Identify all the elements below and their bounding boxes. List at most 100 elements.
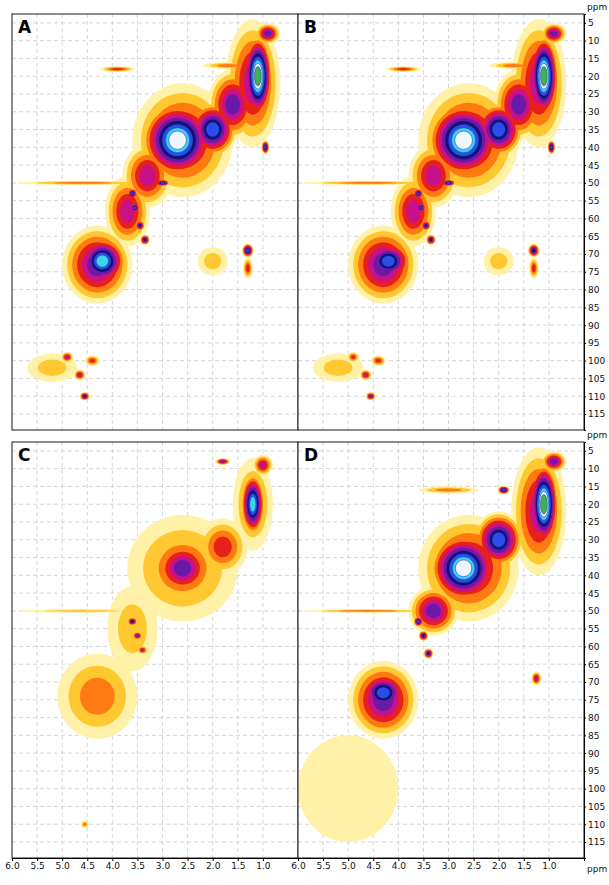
contours — [17, 19, 280, 400]
x-tick: 4.0 — [392, 858, 407, 871]
contour-level — [363, 372, 369, 377]
contour-level — [111, 68, 124, 70]
y-tick: 75 — [584, 267, 599, 277]
grid-line-y — [298, 682, 584, 683]
contour-level — [264, 144, 268, 151]
contour-level — [252, 60, 263, 93]
contour-level — [80, 392, 89, 399]
contour-level — [87, 246, 118, 277]
grid — [298, 14, 584, 430]
y-tick-mark — [584, 325, 586, 326]
plot-frame — [12, 442, 298, 858]
contour-level — [550, 458, 557, 464]
contour-level — [251, 57, 265, 96]
y-tick: 105 — [584, 802, 605, 812]
y-tick-mark — [584, 682, 586, 683]
y-tick-mark — [584, 378, 586, 379]
contour-level — [246, 264, 250, 272]
contour-level — [134, 206, 137, 209]
grid-line-y — [298, 289, 584, 290]
y-tick: 90 — [584, 320, 600, 330]
grid-line-y — [12, 682, 298, 683]
contour-level — [264, 30, 271, 36]
x-tick-label: 2.0 — [492, 861, 507, 871]
contour-level — [372, 683, 396, 703]
contour-level — [423, 222, 429, 229]
contour-level — [131, 192, 135, 196]
y-tick-label: 115 — [588, 837, 605, 847]
x-tick: 5.0 — [342, 858, 357, 871]
contour-level — [427, 236, 435, 244]
x-tick-label: 5.0 — [342, 861, 357, 871]
grid-line-y — [298, 414, 584, 415]
contour-level — [263, 143, 268, 151]
contour-level — [133, 205, 138, 210]
contour-level — [247, 47, 268, 106]
contour-level — [174, 560, 192, 577]
contour-level — [418, 630, 428, 641]
contour-level — [448, 124, 478, 156]
contour-level — [415, 190, 422, 197]
x-tick-label: 1.0 — [542, 861, 557, 871]
contour-level — [216, 459, 229, 465]
contour-level — [499, 487, 508, 494]
contour-level — [420, 206, 423, 209]
grid-line-x — [498, 442, 499, 858]
contour-level — [255, 456, 272, 474]
grid-line-y — [12, 735, 298, 736]
contours — [298, 447, 566, 842]
panel: 6.05.55.04.54.03.53.02.52.01.51.05101520… — [291, 430, 607, 874]
contour-level — [531, 248, 536, 254]
grid-line-x — [498, 14, 499, 430]
grid-line-y — [12, 271, 298, 272]
contour-level — [353, 666, 413, 733]
y-tick-mark — [584, 307, 586, 308]
contour-level — [529, 245, 538, 256]
contour-level — [160, 182, 165, 185]
contour-level — [419, 206, 423, 210]
contour-level — [82, 394, 87, 398]
y-tick-label: 45 — [588, 588, 599, 598]
panel: 5101520253035404550556065707580859095100… — [298, 2, 607, 431]
y-tick: 10 — [584, 464, 600, 474]
y-tick-label: 75 — [588, 695, 599, 705]
y-tick-mark — [584, 842, 586, 843]
y-tick-label: 20 — [588, 72, 600, 82]
y-tick-mark — [584, 218, 586, 219]
contour-level — [425, 650, 431, 657]
y-tick: 95 — [584, 338, 599, 348]
grid-line-y — [12, 717, 298, 718]
contour-level — [545, 454, 563, 469]
contour-level — [62, 353, 72, 362]
y-tick-label: 100 — [588, 784, 605, 794]
contour-level — [435, 488, 461, 491]
contour-level — [427, 235, 436, 244]
contour-level — [443, 548, 483, 589]
panel-letter: D — [304, 445, 318, 465]
y-tick-label: 60 — [588, 214, 600, 224]
contour-level — [529, 244, 540, 256]
y-tick-label: 100 — [588, 356, 605, 366]
x-tick: 5.0 — [56, 858, 71, 871]
y-tick-mark — [584, 664, 586, 665]
y-tick-mark — [584, 414, 586, 415]
contour-level — [86, 356, 98, 364]
y-tick: 40 — [584, 571, 600, 581]
y-tick-label: 50 — [588, 606, 600, 616]
contour-level — [530, 246, 538, 255]
contour-level — [321, 181, 414, 184]
contour-level — [144, 238, 147, 241]
contour-level — [521, 469, 557, 553]
x-tick-label: 1.0 — [256, 861, 271, 871]
y-tick-label: 15 — [588, 482, 599, 492]
contour-level — [136, 635, 139, 637]
y-tick-mark — [584, 522, 586, 523]
contour-level — [75, 370, 85, 379]
contour-level — [64, 354, 70, 359]
contour-level — [362, 371, 370, 378]
contour-level — [129, 618, 137, 624]
contour-level — [262, 29, 273, 38]
contour-level — [257, 24, 279, 42]
contour-level — [427, 652, 430, 655]
contour-level — [529, 258, 539, 279]
